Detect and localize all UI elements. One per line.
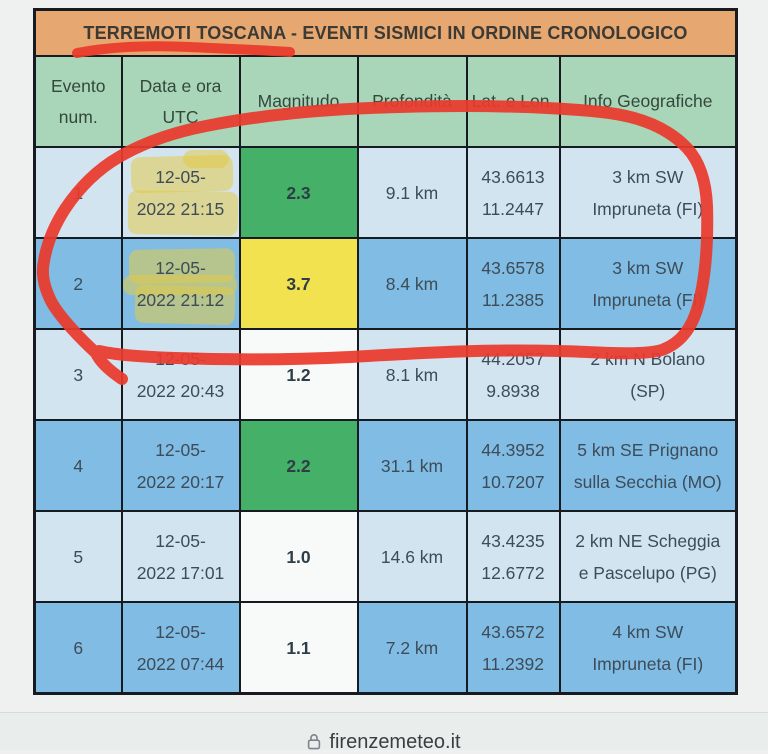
date-cell: 12-05- 2022 20:17 (120, 419, 241, 512)
geo-info-cell: 3 km SW Impruneta (FI) (558, 237, 738, 330)
latitude-value: 43.6578 (481, 257, 545, 278)
magnitude-cell: 1.2 (238, 328, 359, 421)
latlon-cell: 43.4235 12.6772 (465, 510, 561, 603)
depth-cell: 8.4 km (356, 237, 468, 330)
geo-info-cell: 2 km NE Scheggia e Pascelupo (PG) (558, 510, 738, 603)
geo-info-cell: 4 km SW Impruneta (FI) (558, 601, 738, 695)
date-line-2: 2022 17:01 (136, 562, 225, 583)
column-header-magnitude: Magnitudo (238, 55, 359, 148)
column-header-depth: Profondità (356, 55, 468, 148)
longitude-value: 11.2385 (482, 289, 544, 310)
geo-info-line-2: Impruneta (FI) (592, 198, 704, 219)
depth-cell: 31.1 km (356, 419, 468, 512)
date-line-1: 12-05- (155, 348, 206, 369)
geo-info-line-1: 3 km SW (612, 166, 684, 187)
event-number-cell: 5 (33, 510, 123, 603)
latitude-value: 43.6572 (481, 621, 545, 642)
date-line-2: 2022 07:44 (136, 653, 225, 674)
geo-info-line-2: (SP) (630, 380, 666, 401)
table-row: 3 12-05- 2022 20:43 1.2 8.1 km 44.2057 9… (33, 328, 738, 421)
page-title: TERREMOTI TOSCANA - EVENTI SISMICI IN OR… (33, 8, 738, 57)
longitude-value: 11.2447 (482, 198, 544, 219)
geo-info-line-1: 2 km NE Scheggia (575, 530, 721, 551)
date-line-2: 2022 20:17 (136, 471, 225, 492)
table-row: 1 12-05- 2022 21:15 2.3 9.1 km 43.6613 1… (33, 146, 738, 239)
magnitude-cell: 3.7 (238, 237, 359, 330)
longitude-value: 11.2392 (482, 653, 544, 674)
geo-info-cell: 2 km N Bolano (SP) (558, 328, 738, 421)
latitude-value: 44.3952 (481, 439, 545, 460)
event-number-cell: 2 (33, 237, 123, 330)
date-cell: 12-05- 2022 21:15 (120, 146, 241, 239)
longitude-value: 10.7207 (481, 471, 545, 492)
geo-info-line-2: Impruneta (FI) (592, 289, 704, 310)
site-url[interactable]: firenzemeteo.it (329, 731, 461, 753)
latlon-cell: 43.6572 11.2392 (465, 601, 561, 695)
longitude-value: 9.8938 (486, 380, 540, 401)
date-line-1: 12-05- (155, 439, 206, 460)
lock-icon (308, 734, 321, 750)
table-row: 2 12-05- 2022 21:12 3.7 8.4 km 43.6578 1… (33, 237, 738, 330)
earthquake-table: TERREMOTI TOSCANA - EVENTI SISMICI IN OR… (33, 8, 739, 695)
geo-info-cell: 5 km SE Prignano sulla Secchia (MO) (558, 419, 738, 512)
date-line-2: 2022 20:43 (136, 380, 225, 401)
latlon-cell: 44.2057 9.8938 (465, 328, 561, 421)
latlon-cell: 43.6578 11.2385 (465, 237, 561, 330)
header-row: Evento num. Data e ora UTC Magnitudo Pro… (33, 55, 738, 148)
latitude-value: 44.2057 (481, 348, 545, 369)
event-number-cell: 6 (33, 601, 123, 695)
column-header-geo-info: Info Geografiche (558, 55, 738, 148)
event-number-cell: 3 (33, 328, 123, 421)
geo-info-cell: 3 km SW Impruneta (FI) (558, 146, 738, 239)
geo-info-line-2: sulla Secchia (MO) (573, 471, 722, 492)
depth-cell: 7.2 km (356, 601, 468, 695)
geo-info-line-1: 4 km SW (612, 621, 684, 642)
column-header-latlon: Lat. e Lon. (465, 55, 561, 148)
table-row: 4 12-05- 2022 20:17 2.2 31.1 km 44.3952 … (33, 419, 738, 512)
event-number-cell: 4 (33, 419, 123, 512)
geo-info-line-1: 5 km SE Prignano (577, 439, 719, 460)
geo-info-line-2: e Pascelupo (PG) (578, 562, 717, 583)
date-cell: 12-05- 2022 17:01 (120, 510, 241, 603)
date-cell: 12-05- 2022 07:44 (120, 601, 241, 695)
date-line-1: 12-05- (155, 166, 206, 187)
browser-url-bar[interactable]: firenzemeteo.it (0, 712, 768, 753)
latitude-value: 43.4235 (481, 530, 545, 551)
magnitude-cell: 1.1 (238, 601, 359, 695)
longitude-value: 12.6772 (481, 562, 545, 583)
depth-cell: 8.1 km (356, 328, 468, 421)
date-line-1: 12-05- (155, 530, 206, 551)
geo-info-line-2: Impruneta (FI) (592, 653, 704, 674)
latlon-cell: 43.6613 11.2447 (465, 146, 561, 239)
magnitude-cell: 2.2 (238, 419, 359, 512)
magnitude-cell: 2.3 (238, 146, 359, 239)
date-line-2: 2022 21:15 (136, 198, 225, 219)
geo-info-line-1: 2 km N Bolano (590, 348, 706, 369)
geo-info-line-1: 3 km SW (612, 257, 684, 278)
event-number-cell: 1 (33, 146, 123, 239)
table-row: 6 12-05- 2022 07:44 1.1 7.2 km 43.6572 1… (33, 601, 738, 695)
latlon-cell: 44.3952 10.7207 (465, 419, 561, 512)
date-line-2: 2022 21:12 (136, 289, 225, 310)
column-header-date: Data e ora UTC (120, 55, 241, 148)
title-bar: TERREMOTI TOSCANA - EVENTI SISMICI IN OR… (33, 8, 738, 57)
column-header-event-num: Evento num. (33, 55, 123, 148)
depth-cell: 14.6 km (356, 510, 468, 603)
magnitude-cell: 1.0 (238, 510, 359, 603)
latitude-value: 43.6613 (481, 166, 545, 187)
date-line-1: 12-05- (155, 257, 206, 278)
date-cell: 12-05- 2022 21:12 (120, 237, 241, 330)
depth-cell: 9.1 km (356, 146, 468, 239)
table-row: 5 12-05- 2022 17:01 1.0 14.6 km 43.4235 … (33, 510, 738, 603)
date-cell: 12-05- 2022 20:43 (120, 328, 241, 421)
date-line-1: 12-05- (155, 621, 206, 642)
